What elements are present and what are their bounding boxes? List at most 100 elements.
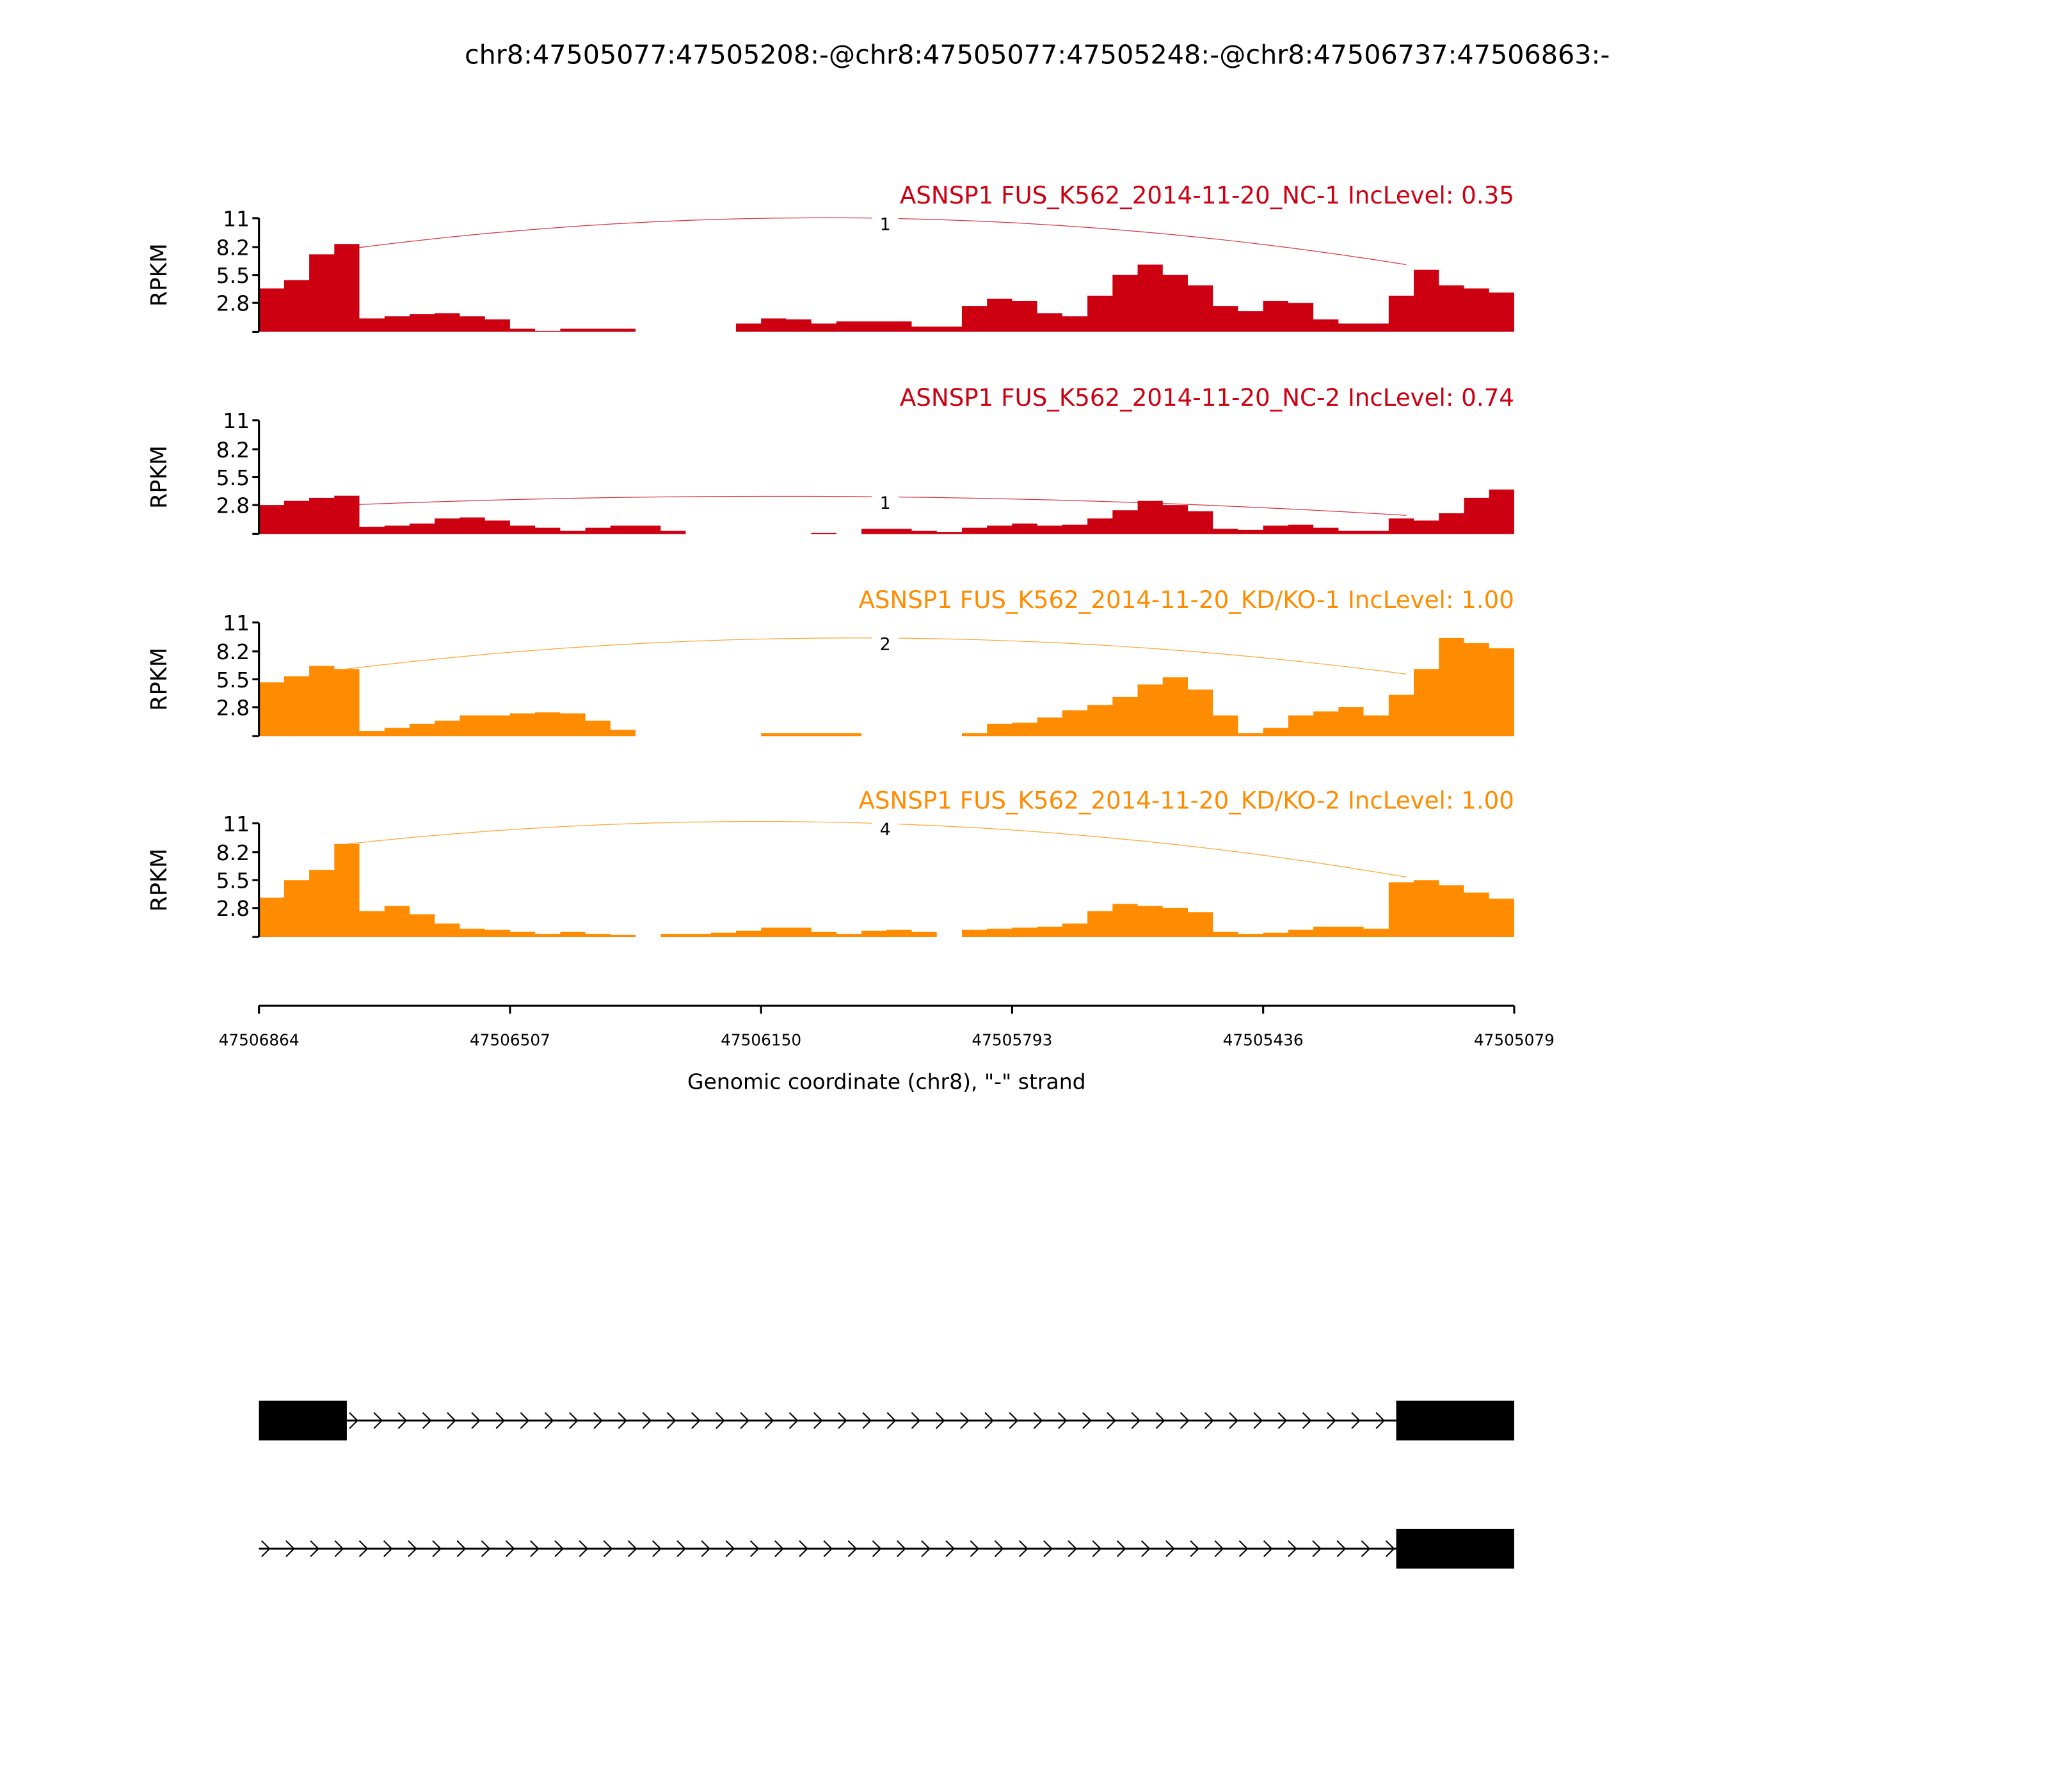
strand-chevron-icon [1336,1540,1347,1557]
strand-chevron-icon [505,1540,515,1557]
chart-title: chr8:47505077:47505208:-@chr8:47505077:4… [465,39,1610,70]
strand-chevron-icon [1238,1540,1249,1557]
strand-chevron-icon [945,1540,956,1557]
strand-chevron-icon [1141,1540,1151,1557]
x-tick-label: 47506507 [470,1030,550,1049]
strand-chevron-icon [569,1412,579,1429]
strand-chevron-icon [1107,1412,1116,1429]
strand-chevron-icon [349,1412,358,1429]
strand-chevron-icon [1057,1412,1068,1429]
strand-chevron-icon [838,1412,847,1429]
strand-chevron-icon [970,1540,980,1557]
strand-chevron-icon [1277,1412,1288,1429]
strand-chevron-icon [1131,1412,1141,1429]
strand-chevron-icon [725,1540,735,1557]
strand-chevron-icon [1165,1540,1175,1557]
strand-chevron-icon [716,1412,725,1429]
strand-chevron-icon [456,1540,467,1557]
strand-chevron-icon [1229,1412,1238,1429]
strand-chevron-icon [1327,1412,1336,1429]
strand-chevron-icon [847,1540,858,1557]
strand-chevron-icon [1375,1412,1386,1429]
track-title: ASNSP1 FUS_K562_2014-11-20_NC-2 IncLevel… [900,384,1514,412]
strand-chevron-icon [652,1540,662,1557]
transcript-model [259,1528,1514,1569]
strand-chevron-icon [1116,1540,1126,1557]
y-tick-label: 11 [223,611,250,636]
coverage-area [259,844,1514,937]
strand-chevron-icon [1190,1540,1199,1557]
y-tick-label: 2.8 [216,493,250,518]
strand-chevron-icon [1155,1412,1165,1429]
y-tick-label: 5.5 [216,263,250,288]
strand-chevron-icon [261,1540,271,1557]
strand-chevron-icon [544,1412,554,1429]
y-tick-label: 5.5 [216,868,250,893]
strand-chevron-icon [740,1412,750,1429]
y-tick-label: 8.2 [216,639,250,664]
strand-chevron-icon [1033,1412,1043,1429]
strand-chevron-icon [495,1412,506,1429]
strand-chevron-icon [823,1540,833,1557]
y-tick-label: 8.2 [216,437,250,462]
exon-block [259,1400,347,1441]
junction-label-bg [872,215,899,233]
strand-chevron-icon [994,1540,1004,1557]
strand-chevron-icon [1068,1540,1078,1557]
junction-count-label: 1 [880,214,891,234]
coverage-area [259,637,1514,737]
strand-chevron-icon [1361,1540,1371,1557]
strand-chevron-icon [897,1540,906,1557]
strand-chevron-icon [285,1540,295,1557]
y-tick-label: 11 [223,812,250,836]
strand-chevron-icon [799,1540,808,1557]
strand-chevron-icon [749,1540,760,1557]
exon-block [1396,1400,1514,1441]
x-tick-label: 47505079 [1474,1030,1555,1049]
y-tick-label: 2.8 [216,896,250,921]
junction-count-label: 2 [880,634,891,654]
y-tick-label: 8.2 [216,235,250,260]
strand-chevron-icon [471,1412,481,1429]
transcript-model [259,1400,1514,1441]
coverage-area [259,244,1514,332]
y-axis-label: RPKM [146,849,172,912]
coverage-track: 11 8.2 5.5 2.8 RPKM ASNSP1 FUS_K562_2014-11-2… [146,586,1514,737]
strand-chevron-icon [1288,1540,1297,1557]
strand-chevron-icon [676,1540,686,1557]
coverage-track: 11 8.2 5.5 2.8 RPKM ASNSP1 FUS_K562_2014-11-2… [146,787,1514,938]
track-title: ASNSP1 FUS_K562_2014-11-20_KD/KO-1 IncLe… [859,586,1514,614]
strand-chevron-icon [1009,1412,1019,1429]
coverage-track: 11 8.2 5.5 2.8 RPKM ASNSP1 FUS_K562_2014-11-2… [146,182,1514,333]
strand-chevron-icon [1312,1540,1322,1557]
strand-chevron-icon [310,1540,320,1557]
gene-models [259,1400,1514,1569]
strand-chevron-icon [1180,1412,1190,1429]
strand-chevron-icon [554,1540,564,1557]
strand-chevron-icon [627,1540,637,1557]
y-tick-label: 5.5 [216,465,250,490]
strand-chevron-icon [618,1412,628,1429]
strand-chevron-icon [520,1412,530,1429]
strand-chevron-icon [422,1412,432,1429]
strand-chevron-icon [579,1540,589,1557]
x-axis-label: Genomic coordinate (chr8), "-" strand [687,1069,1086,1094]
strand-chevron-icon [1302,1412,1312,1429]
strand-chevron-icon [691,1412,701,1429]
strand-chevron-icon [1082,1412,1092,1429]
strand-chevron-icon [642,1412,652,1429]
strand-chevron-icon [666,1412,676,1429]
x-tick-label: 47505436 [1223,1030,1304,1049]
y-axis-label: RPKM [146,445,172,509]
strand-chevron-icon [1351,1412,1361,1429]
y-tick-label: 5.5 [216,668,250,692]
strand-chevron-icon [1092,1540,1102,1557]
strand-chevron-icon [872,1540,882,1557]
coverage-track: 11 8.2 5.5 2.8 RPKM ASNSP1 FUS_K562_2014-11-2… [146,384,1514,535]
strand-chevron-icon [764,1412,774,1429]
x-tick-label: 47506864 [219,1030,300,1049]
x-axis: 47506864 47506507 47506150 47505793 47505436… [219,1004,1555,1049]
y-tick-label: 2.8 [216,291,250,316]
strand-chevron-icon [774,1540,784,1557]
